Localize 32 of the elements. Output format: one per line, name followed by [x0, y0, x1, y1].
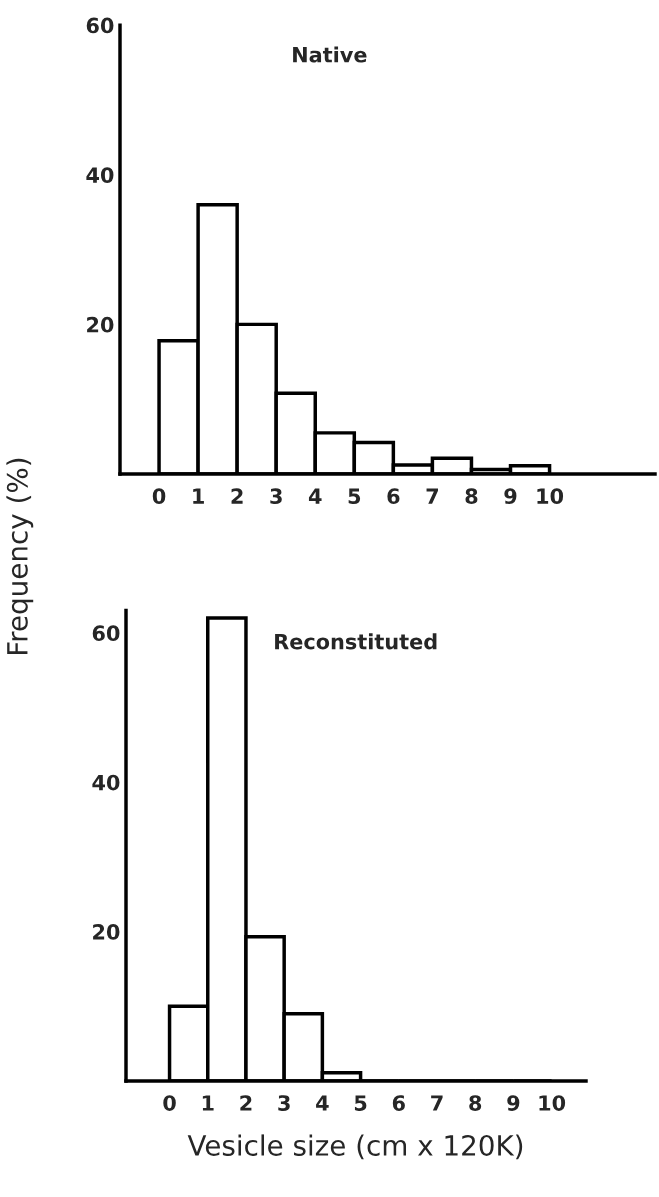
x-tick-label: 10 [537, 488, 564, 505]
y-tick-label: 20 [93, 924, 120, 940]
x-tick-label: 0 [152, 488, 166, 505]
x-tick-label: 10 [539, 1095, 566, 1111]
x-tick-label: 6 [387, 488, 400, 505]
y-tick-label: 60 [86, 17, 114, 34]
x-tick-label: 5 [354, 1095, 367, 1111]
x-tick-label: 8 [465, 488, 478, 505]
y-tick-label: 40 [92, 774, 120, 791]
x-tick-label: 1 [193, 488, 204, 504]
x-axis-title: Vesicle size (cm x 120K) [187, 1134, 523, 1160]
y-axis-title: Frequency (%) [6, 458, 34, 655]
x-tick-label: 8 [469, 1095, 482, 1111]
x-tick-label: 4 [316, 1095, 329, 1111]
x-tick-label: 6 [392, 1095, 405, 1111]
x-tick-label: 0 [163, 1095, 176, 1111]
x-tick-label: 2 [240, 1095, 252, 1111]
x-tick-label: 2 [231, 488, 243, 504]
x-tick-label: 9 [504, 488, 517, 505]
y-tick-label: 20 [87, 316, 114, 333]
x-tick-label: 4 [308, 488, 322, 504]
y-tick-label: 60 [92, 625, 120, 642]
x-tick-label: 5 [348, 488, 361, 505]
x-tick-label: 7 [431, 1095, 443, 1111]
text: Native [293, 46, 367, 63]
x-tick-label: 1 [202, 1095, 214, 1111]
x-tick-label: 3 [278, 1095, 290, 1111]
x-tick-label: 7 [426, 488, 438, 504]
text: Reconstituted [275, 633, 437, 650]
y-tick-label: 40 [86, 167, 114, 183]
x-tick-label: 3 [270, 488, 282, 505]
x-tick-label: 9 [507, 1095, 520, 1111]
